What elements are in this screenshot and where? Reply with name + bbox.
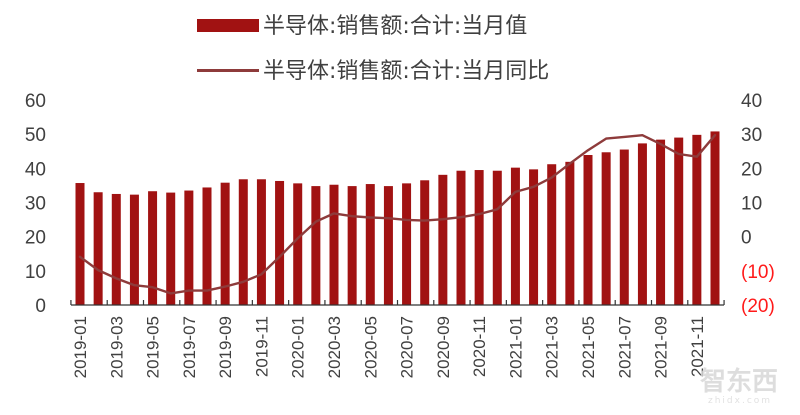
bar bbox=[275, 180, 285, 305]
x-tick-label: 2021-05 bbox=[579, 316, 598, 378]
bar bbox=[601, 152, 611, 305]
left-axis-tick-label: 0 bbox=[35, 296, 46, 317]
watermark-text: 智东西 bbox=[700, 366, 778, 397]
bar bbox=[656, 139, 666, 305]
right-axis-tick-label: 0 bbox=[741, 228, 752, 249]
bar bbox=[148, 191, 158, 305]
legend: 半导体:销售额:合计:当月值 半导体:销售额:合计:当月同比 bbox=[197, 14, 549, 84]
bar bbox=[710, 131, 720, 305]
x-axis bbox=[70, 300, 725, 306]
watermark-sub: zhidx.com bbox=[708, 396, 772, 406]
bar bbox=[238, 179, 248, 305]
bar bbox=[456, 170, 466, 305]
x-tick-label: 2019-07 bbox=[180, 316, 199, 378]
bar bbox=[420, 180, 430, 305]
yoy-line bbox=[78, 133, 717, 295]
right-axis-tick-label: 10 bbox=[741, 194, 762, 215]
x-tick-label: 2021-01 bbox=[506, 316, 525, 378]
bars bbox=[75, 131, 720, 305]
left-axis-tick-label: 30 bbox=[25, 194, 46, 215]
x-tick-label: 2021-07 bbox=[615, 316, 634, 378]
bar bbox=[692, 134, 702, 305]
x-tick-label: 2019-09 bbox=[216, 316, 235, 378]
watermark: 智东西 zhidx.com bbox=[700, 366, 778, 406]
bar bbox=[383, 186, 393, 305]
bar bbox=[293, 183, 303, 305]
bar bbox=[402, 183, 412, 305]
x-tick-label: 2021-09 bbox=[652, 316, 671, 378]
x-tick-label: 2021-03 bbox=[543, 316, 562, 378]
right-axis-tick-label: (20) bbox=[741, 296, 775, 317]
x-tick-label: 2020-07 bbox=[398, 316, 417, 378]
bar bbox=[184, 190, 194, 305]
legend-item-bar: 半导体:销售额:合计:当月值 bbox=[197, 14, 527, 39]
x-tick-labels: 2019-01 2019-03 2019-05 2019-07 2019-09 2019-… bbox=[71, 316, 707, 378]
bar bbox=[492, 170, 502, 305]
bar bbox=[311, 186, 321, 305]
x-tick-label: 2019-05 bbox=[144, 316, 163, 378]
x-tick-label: 2019-11 bbox=[252, 316, 271, 377]
bar bbox=[347, 186, 357, 305]
right-axis-tick-label: 30 bbox=[741, 125, 762, 146]
right-axis-tick-label: 20 bbox=[741, 159, 762, 180]
bar bbox=[565, 161, 575, 305]
x-tick-label: 2021-11 bbox=[688, 316, 707, 377]
bar bbox=[583, 155, 593, 305]
bar bbox=[220, 182, 230, 305]
x-tick-label: 2019-03 bbox=[107, 316, 126, 378]
bar bbox=[547, 164, 557, 305]
legend-item-line: 半导体:销售额:合计:当月同比 bbox=[197, 59, 549, 84]
bar bbox=[329, 184, 339, 305]
left-axis: 60 50 40 30 20 10 0 bbox=[25, 91, 46, 317]
legend-line-swatch-icon bbox=[197, 69, 259, 72]
bar bbox=[202, 187, 212, 305]
bar bbox=[75, 183, 85, 305]
right-axis-tick-label: (10) bbox=[741, 262, 775, 283]
legend-label-line: 半导体:销售额:合计:当月同比 bbox=[263, 59, 549, 84]
x-tick-label: 2020-11 bbox=[470, 316, 489, 377]
legend-bar-swatch-icon bbox=[197, 19, 259, 32]
bar bbox=[510, 167, 520, 305]
x-tick-label: 2020-05 bbox=[361, 316, 380, 378]
bar bbox=[637, 143, 647, 305]
right-axis-tick-label: 40 bbox=[741, 91, 762, 112]
bar bbox=[166, 192, 176, 305]
x-tick-label: 2020-01 bbox=[289, 316, 308, 378]
bar bbox=[111, 193, 121, 305]
x-tick-label: 2019-01 bbox=[71, 316, 90, 378]
bar bbox=[365, 184, 375, 305]
bar bbox=[438, 174, 448, 305]
left-axis-tick-label: 20 bbox=[25, 228, 46, 249]
bar bbox=[256, 179, 266, 305]
bar bbox=[529, 169, 539, 305]
bar bbox=[474, 170, 484, 305]
bar bbox=[129, 194, 139, 305]
x-tick-label: 2020-09 bbox=[434, 316, 453, 378]
bar bbox=[674, 137, 684, 305]
left-axis-tick-label: 10 bbox=[25, 262, 46, 283]
right-axis: 40 30 20 10 0 (10) (20) bbox=[741, 91, 775, 317]
left-axis-tick-label: 60 bbox=[25, 91, 46, 112]
x-tick-label: 2020-03 bbox=[325, 316, 344, 378]
bar bbox=[93, 192, 103, 305]
bar bbox=[619, 149, 629, 305]
left-axis-tick-label: 40 bbox=[25, 159, 46, 180]
legend-label-bar: 半导体:销售额:合计:当月值 bbox=[263, 14, 527, 39]
left-axis-tick-label: 50 bbox=[25, 125, 46, 146]
yoy-line-path bbox=[78, 133, 717, 295]
